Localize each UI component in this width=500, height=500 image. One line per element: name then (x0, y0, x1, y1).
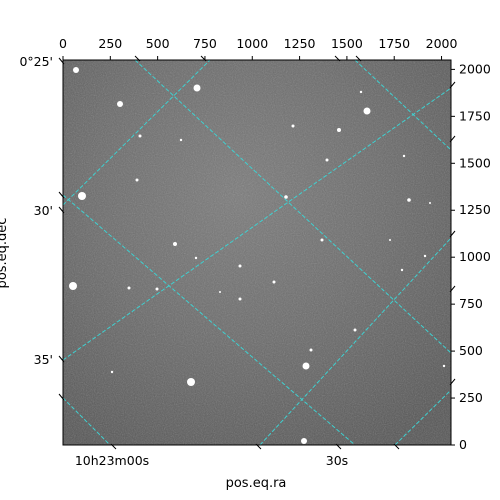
grid-line (63, 194, 356, 445)
star (442, 364, 446, 368)
coordinate-grid (63, 60, 451, 445)
star (353, 328, 357, 332)
dec-tick (58, 206, 65, 214)
top-tick-label: 1250 (284, 36, 316, 51)
top-tick-label: 1750 (378, 36, 410, 51)
star (193, 84, 201, 92)
axis-ticks: 0 250 500 750 1000 1250 1500 1750 2000 0 250 500 750… (19, 36, 490, 468)
star (325, 158, 329, 162)
star (73, 67, 79, 73)
grid-line (63, 60, 211, 206)
star (423, 254, 427, 258)
star (272, 280, 276, 284)
right-tick-label: 0 (459, 437, 467, 452)
star (69, 282, 77, 290)
right-tick-label: 2000 (459, 61, 491, 76)
star (179, 138, 183, 142)
top-tick-label: 1500 (331, 36, 363, 51)
star (301, 438, 307, 444)
dec-minor-tick (449, 81, 456, 89)
ra-top-tick (134, 55, 141, 62)
x-axis-label: pos.eq.ra (226, 476, 287, 491)
star (238, 297, 242, 301)
dec-minor-tick (449, 285, 456, 293)
dec-minor-tick (58, 191, 65, 199)
grid-line (259, 237, 451, 445)
star (78, 192, 86, 200)
star (400, 268, 404, 272)
top-tick-label: 500 (146, 36, 170, 51)
star (187, 378, 195, 386)
top-tick-label: 250 (98, 36, 122, 51)
ra-minor-tick (393, 443, 400, 450)
star (110, 370, 114, 374)
top-tick-label: 2000 (426, 36, 458, 51)
right-tick-label: 1000 (459, 249, 491, 264)
grid-line (63, 397, 111, 445)
star (302, 362, 310, 370)
right-tick-label: 750 (459, 296, 483, 311)
grid-line (394, 389, 451, 445)
right-tick-label: 1500 (459, 155, 491, 170)
star (359, 90, 363, 94)
star (135, 178, 139, 182)
star (238, 264, 242, 268)
star (291, 124, 295, 128)
ra-tick-label: 30s (326, 453, 348, 468)
top-tick-label: 1000 (236, 36, 268, 51)
star (337, 128, 341, 132)
y-axis-label: pos.eq.dec (0, 218, 10, 289)
right-tick-label: 1250 (459, 202, 491, 217)
sky-image (63, 60, 451, 445)
dec-minor-tick (449, 135, 456, 143)
ra-tick-label: 10h23m00s (75, 453, 149, 468)
star (117, 101, 123, 107)
ra-top-tick (355, 55, 362, 62)
dec-tick (58, 355, 65, 363)
star (219, 291, 221, 293)
ra-tick (335, 443, 342, 450)
ra-minor-tick (255, 443, 262, 450)
top-tick-label: 750 (193, 36, 217, 51)
dec-tick-label: 30' (34, 203, 53, 218)
dec-minor-tick (449, 230, 456, 238)
star (138, 134, 142, 138)
star (363, 107, 371, 115)
dec-minor-tick (58, 393, 65, 401)
ra-top-tick (334, 55, 341, 62)
dec-tick-label: 35' (34, 352, 53, 367)
top-tick-label: 0 (59, 36, 67, 51)
ra-tick (110, 443, 117, 450)
ra-top-tick (200, 55, 207, 62)
right-tick-label: 1750 (459, 108, 491, 123)
right-tick-label: 500 (459, 343, 483, 358)
dec-tick (58, 57, 65, 65)
star (402, 154, 406, 158)
star (389, 239, 391, 241)
star (429, 202, 431, 204)
star (194, 256, 198, 260)
dec-minor-tick (449, 378, 456, 386)
right-tick-label: 250 (459, 390, 483, 405)
star (127, 286, 131, 290)
dec-tick-label: 0°25' (19, 54, 53, 69)
star (284, 195, 288, 199)
grid-line (63, 87, 451, 361)
star (309, 348, 313, 352)
grid-line (354, 60, 451, 151)
star-field (69, 67, 446, 444)
star (173, 242, 177, 246)
star (155, 287, 159, 291)
star (320, 238, 324, 242)
star (407, 198, 411, 202)
